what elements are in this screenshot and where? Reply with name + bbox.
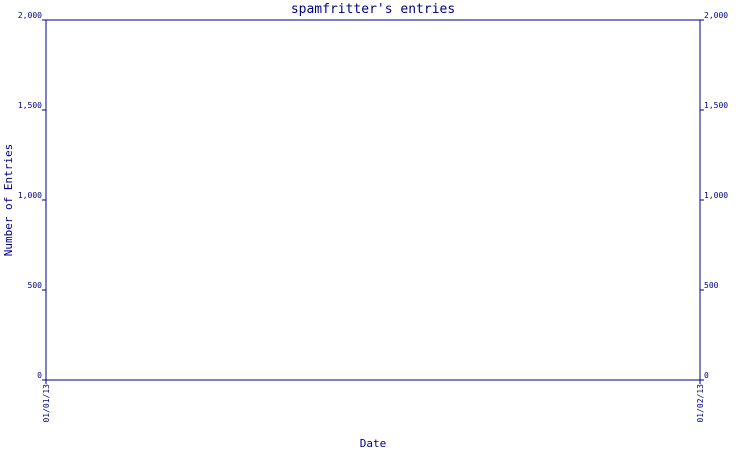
y-tick-label-left: 1,000	[18, 191, 42, 200]
y-axis-label: Number of Entries	[2, 144, 15, 257]
y-tick-label-right: 0	[704, 371, 709, 380]
plot-area	[45, 19, 701, 381]
y-tick-label-left: 0	[37, 371, 42, 380]
y-tick-label-right: 1,000	[704, 191, 728, 200]
x-tick-label: 01/02/13	[696, 384, 705, 423]
x-tick-label: 01/01/13	[42, 384, 51, 423]
x-axis-label: Date	[360, 437, 387, 450]
x-axis-ticks: 01/01/13 01/02/13	[42, 380, 705, 423]
y-axis-ticks: 0 0 500 500 1,000 1,000 1,500 1,500 2,000 2,000	[18, 11, 728, 381]
y-tick-label-left: 500	[28, 281, 43, 290]
y-tick-label-left: 2,000	[18, 11, 42, 20]
y-tick-label-right: 500	[704, 281, 719, 290]
y-tick-label-right: 2,000	[704, 11, 728, 20]
chart-title: spamfritter's entries	[291, 2, 455, 17]
y-tick-label-right: 1,500	[704, 101, 728, 110]
y-tick-label-left: 1,500	[18, 101, 42, 110]
